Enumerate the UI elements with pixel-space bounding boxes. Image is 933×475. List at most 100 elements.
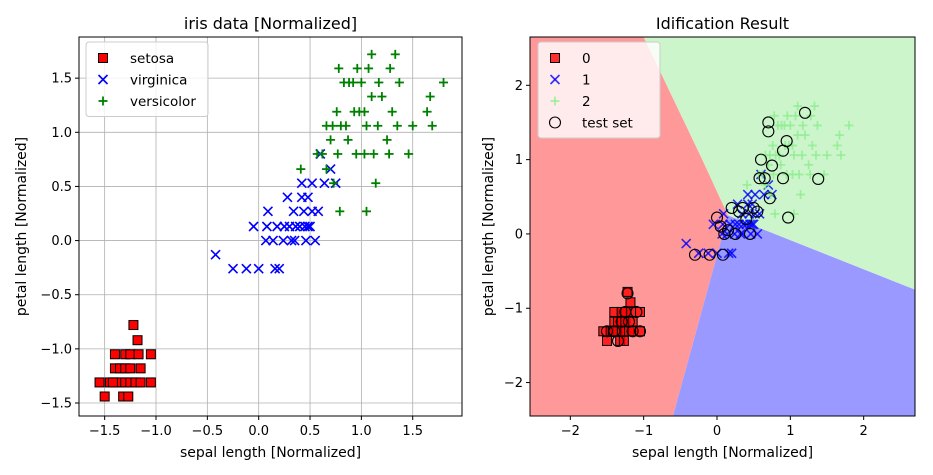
right-axes-frame <box>529 36 916 417</box>
point-virginica-stroke-b <box>288 206 299 217</box>
right-x-axis-label: sepal length [Normalized] <box>632 445 813 461</box>
point-test-set <box>721 224 735 237</box>
left-chart: −1.5 −1.0 −0.5 0.0 0.5 1.0 1.5 −1.5 −1.0 −0.5 0.0 0… <box>14 14 463 461</box>
point-2 <box>757 169 767 179</box>
point-test-set <box>798 106 812 119</box>
point-2 <box>785 120 795 130</box>
point-virginica-stroke-b <box>270 263 281 274</box>
point-virginica-stroke-b <box>290 221 301 232</box>
point-virginica <box>286 235 297 246</box>
point-virginica <box>241 263 252 274</box>
y-tick-label: −1.0 <box>40 342 72 357</box>
point-virginica-stroke-b <box>272 221 283 232</box>
point-setosa <box>133 349 144 360</box>
point-1 <box>703 248 714 259</box>
point-setosa <box>132 335 143 346</box>
point-1 <box>742 199 753 210</box>
point-2 <box>807 140 817 150</box>
x-tick-label: −1 <box>634 424 653 439</box>
point-versicolor <box>341 121 351 131</box>
point-versicolor <box>356 77 366 87</box>
point-2 <box>793 101 803 111</box>
right-ticks: −2 −1 0 1 2 −2 −1 0 1 2 <box>504 79 868 439</box>
point-2 <box>760 180 770 190</box>
point-test-set <box>780 134 793 148</box>
point-test-set <box>714 220 727 233</box>
x-tick-label: 0.5 <box>300 424 321 439</box>
point-versicolor <box>374 77 384 87</box>
point-0 <box>627 316 638 327</box>
point-1-stroke-b <box>723 248 734 259</box>
y-tick-label: 0.5 <box>51 180 72 195</box>
point-virginica-stroke-b <box>241 263 252 274</box>
point-versicolor <box>326 135 336 145</box>
point-versicolor <box>329 178 339 188</box>
point-test-set <box>633 325 647 338</box>
right-legend: 0 1 2 test set <box>537 41 661 139</box>
legend-marker <box>548 116 562 129</box>
point-2 <box>800 130 810 140</box>
point-virginica <box>290 221 301 232</box>
point-virginica-stroke-b <box>253 263 264 274</box>
point-versicolor <box>404 149 414 159</box>
right-chart-title: Idification Result <box>656 14 789 33</box>
right-y-axis-label: petal length [Normalized] <box>481 137 497 316</box>
point-versicolor <box>408 121 418 131</box>
legend-label: setosa <box>130 51 174 67</box>
point-virginica <box>272 221 283 232</box>
legend-label: 0 <box>582 51 591 67</box>
point-1 <box>744 219 756 230</box>
point-1 <box>747 219 758 230</box>
point-virginica-stroke-b <box>304 221 316 232</box>
point-versicolor <box>387 107 397 117</box>
point-virginica <box>262 206 273 217</box>
point-2 <box>769 111 779 121</box>
point-virginica <box>253 263 264 274</box>
point-virginica-stroke-b <box>274 263 285 274</box>
point-1-stroke-b <box>742 189 753 200</box>
x-tick-label: 1.0 <box>351 424 372 439</box>
point-1 <box>750 189 761 200</box>
point-setosa <box>135 377 146 388</box>
legend-marker <box>550 96 560 106</box>
point-setosa <box>123 391 134 402</box>
point-versicolor <box>333 149 343 159</box>
point-test-set <box>740 213 753 226</box>
point-setosa <box>99 391 110 402</box>
point-versicolor <box>439 77 449 87</box>
point-1 <box>758 189 769 200</box>
point-virginica-stroke-b <box>307 178 318 189</box>
point-test-set <box>753 172 766 185</box>
point-virginica-stroke-b <box>313 206 324 217</box>
point-test-set <box>762 125 775 138</box>
left-data-points <box>94 49 449 402</box>
x-tick-label: 1 <box>786 424 794 439</box>
y-tick-label: 1.5 <box>51 72 72 87</box>
point-virginica <box>319 178 330 189</box>
point-virginica-stroke-b <box>268 235 279 246</box>
point-test-set <box>626 325 639 338</box>
legend-marker <box>97 74 109 85</box>
point-versicolor <box>296 164 306 174</box>
point-setosa <box>128 320 139 331</box>
point-2 <box>805 169 815 179</box>
point-1-stroke-b <box>747 219 758 230</box>
point-1-stroke-b <box>748 219 759 230</box>
point-test-set <box>812 172 825 185</box>
point-2 <box>798 120 808 130</box>
legend-marker-stroke-b <box>549 74 561 85</box>
point-1-stroke-b <box>747 199 758 210</box>
point-versicolor <box>422 107 432 117</box>
left-legend: setosa virginica versicolor <box>85 41 209 117</box>
left-chart-title: iris data [Normalized] <box>184 14 357 33</box>
point-test-set <box>729 227 742 240</box>
x-tick-label: 0.0 <box>248 424 269 439</box>
point-virginica <box>296 178 307 189</box>
legend-marker <box>98 96 108 106</box>
point-virginica <box>289 235 300 246</box>
point-versicolor <box>371 178 381 188</box>
x-tick-label: −2 <box>561 424 580 439</box>
point-test-set <box>782 211 795 224</box>
point-2 <box>789 150 799 160</box>
decision-region-class-1 <box>673 215 915 416</box>
